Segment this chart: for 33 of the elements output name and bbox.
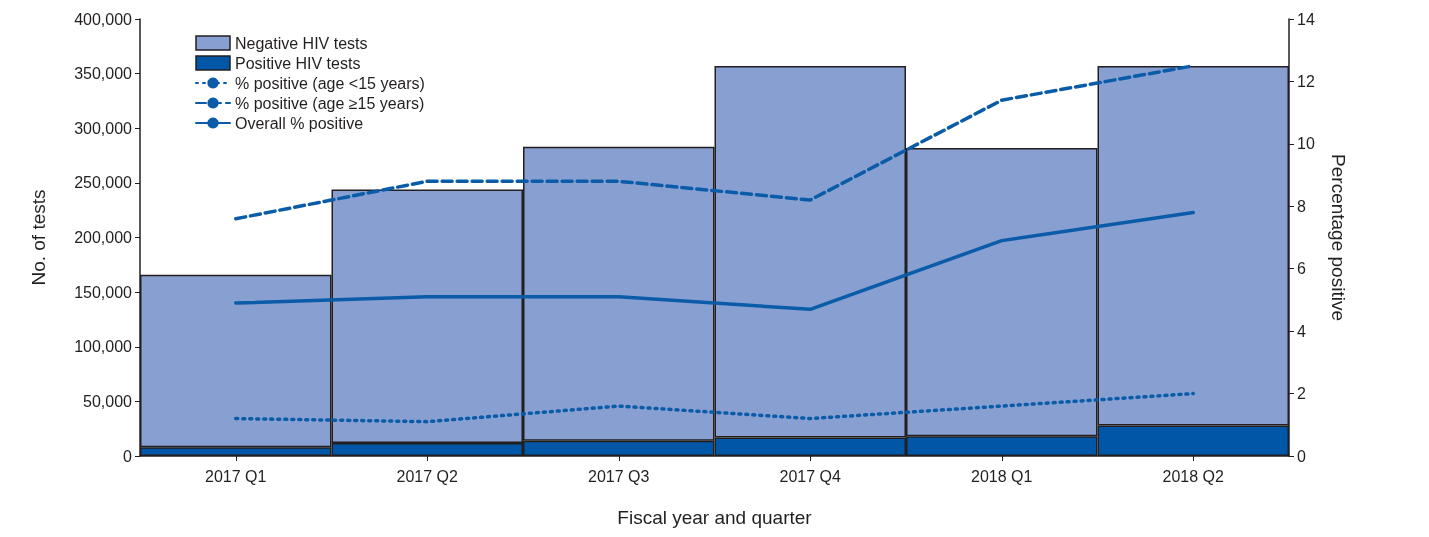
x-tick-label: 2018 Q1 — [971, 467, 1033, 485]
line-series — [234, 391, 1195, 424]
y2-tick-label: 2 — [1297, 385, 1306, 403]
y-tick-label: 300,000 — [74, 119, 133, 137]
y-tick-label: 150,000 — [74, 283, 133, 301]
x-tick-label: 2017 Q2 — [396, 467, 459, 485]
y-tick-label: 200,000 — [74, 229, 133, 246]
y2-tick-label: 4 — [1297, 322, 1306, 340]
y-tick-label: 0 — [123, 447, 133, 465]
legend-label: Overall % positive — [235, 114, 364, 132]
y-tick-label: 350,000 — [74, 65, 133, 83]
x-tick-label: 2017 Q3 — [588, 467, 650, 485]
x-tick-label: 2017 Q4 — [779, 467, 842, 485]
legend-label: Negative HIV tests — [235, 34, 368, 52]
x-axis-title: Fiscal year and quarter — [617, 507, 813, 528]
y2-tick-label: 0 — [1297, 447, 1306, 465]
legend-label: Positive HIV tests — [235, 54, 361, 72]
y2-tick-label: 8 — [1297, 197, 1306, 215]
y2-tick-label: 12 — [1297, 72, 1315, 90]
line-series — [234, 210, 1195, 312]
y-tick-label: 400,000 — [74, 10, 133, 28]
legend-label: % positive (age <15 years) — [235, 74, 425, 92]
y2-tick-label: 14 — [1297, 10, 1315, 28]
y-tick-label: 100,000 — [74, 338, 133, 356]
y2-axis-title: Percentage positive — [1328, 154, 1349, 321]
y-tick-label: 50,000 — [83, 392, 133, 410]
legend-label: % positive (age ≥15 years) — [235, 94, 425, 112]
y2-tick-label: 6 — [1297, 260, 1306, 278]
y-tick-label: 250,000 — [74, 174, 133, 192]
y-axis-title: No. of tests — [28, 189, 49, 286]
y2-tick-label: 10 — [1297, 135, 1315, 153]
x-tick-label: 2017 Q1 — [205, 467, 267, 485]
x-tick-label: 2018 Q2 — [1162, 467, 1225, 485]
